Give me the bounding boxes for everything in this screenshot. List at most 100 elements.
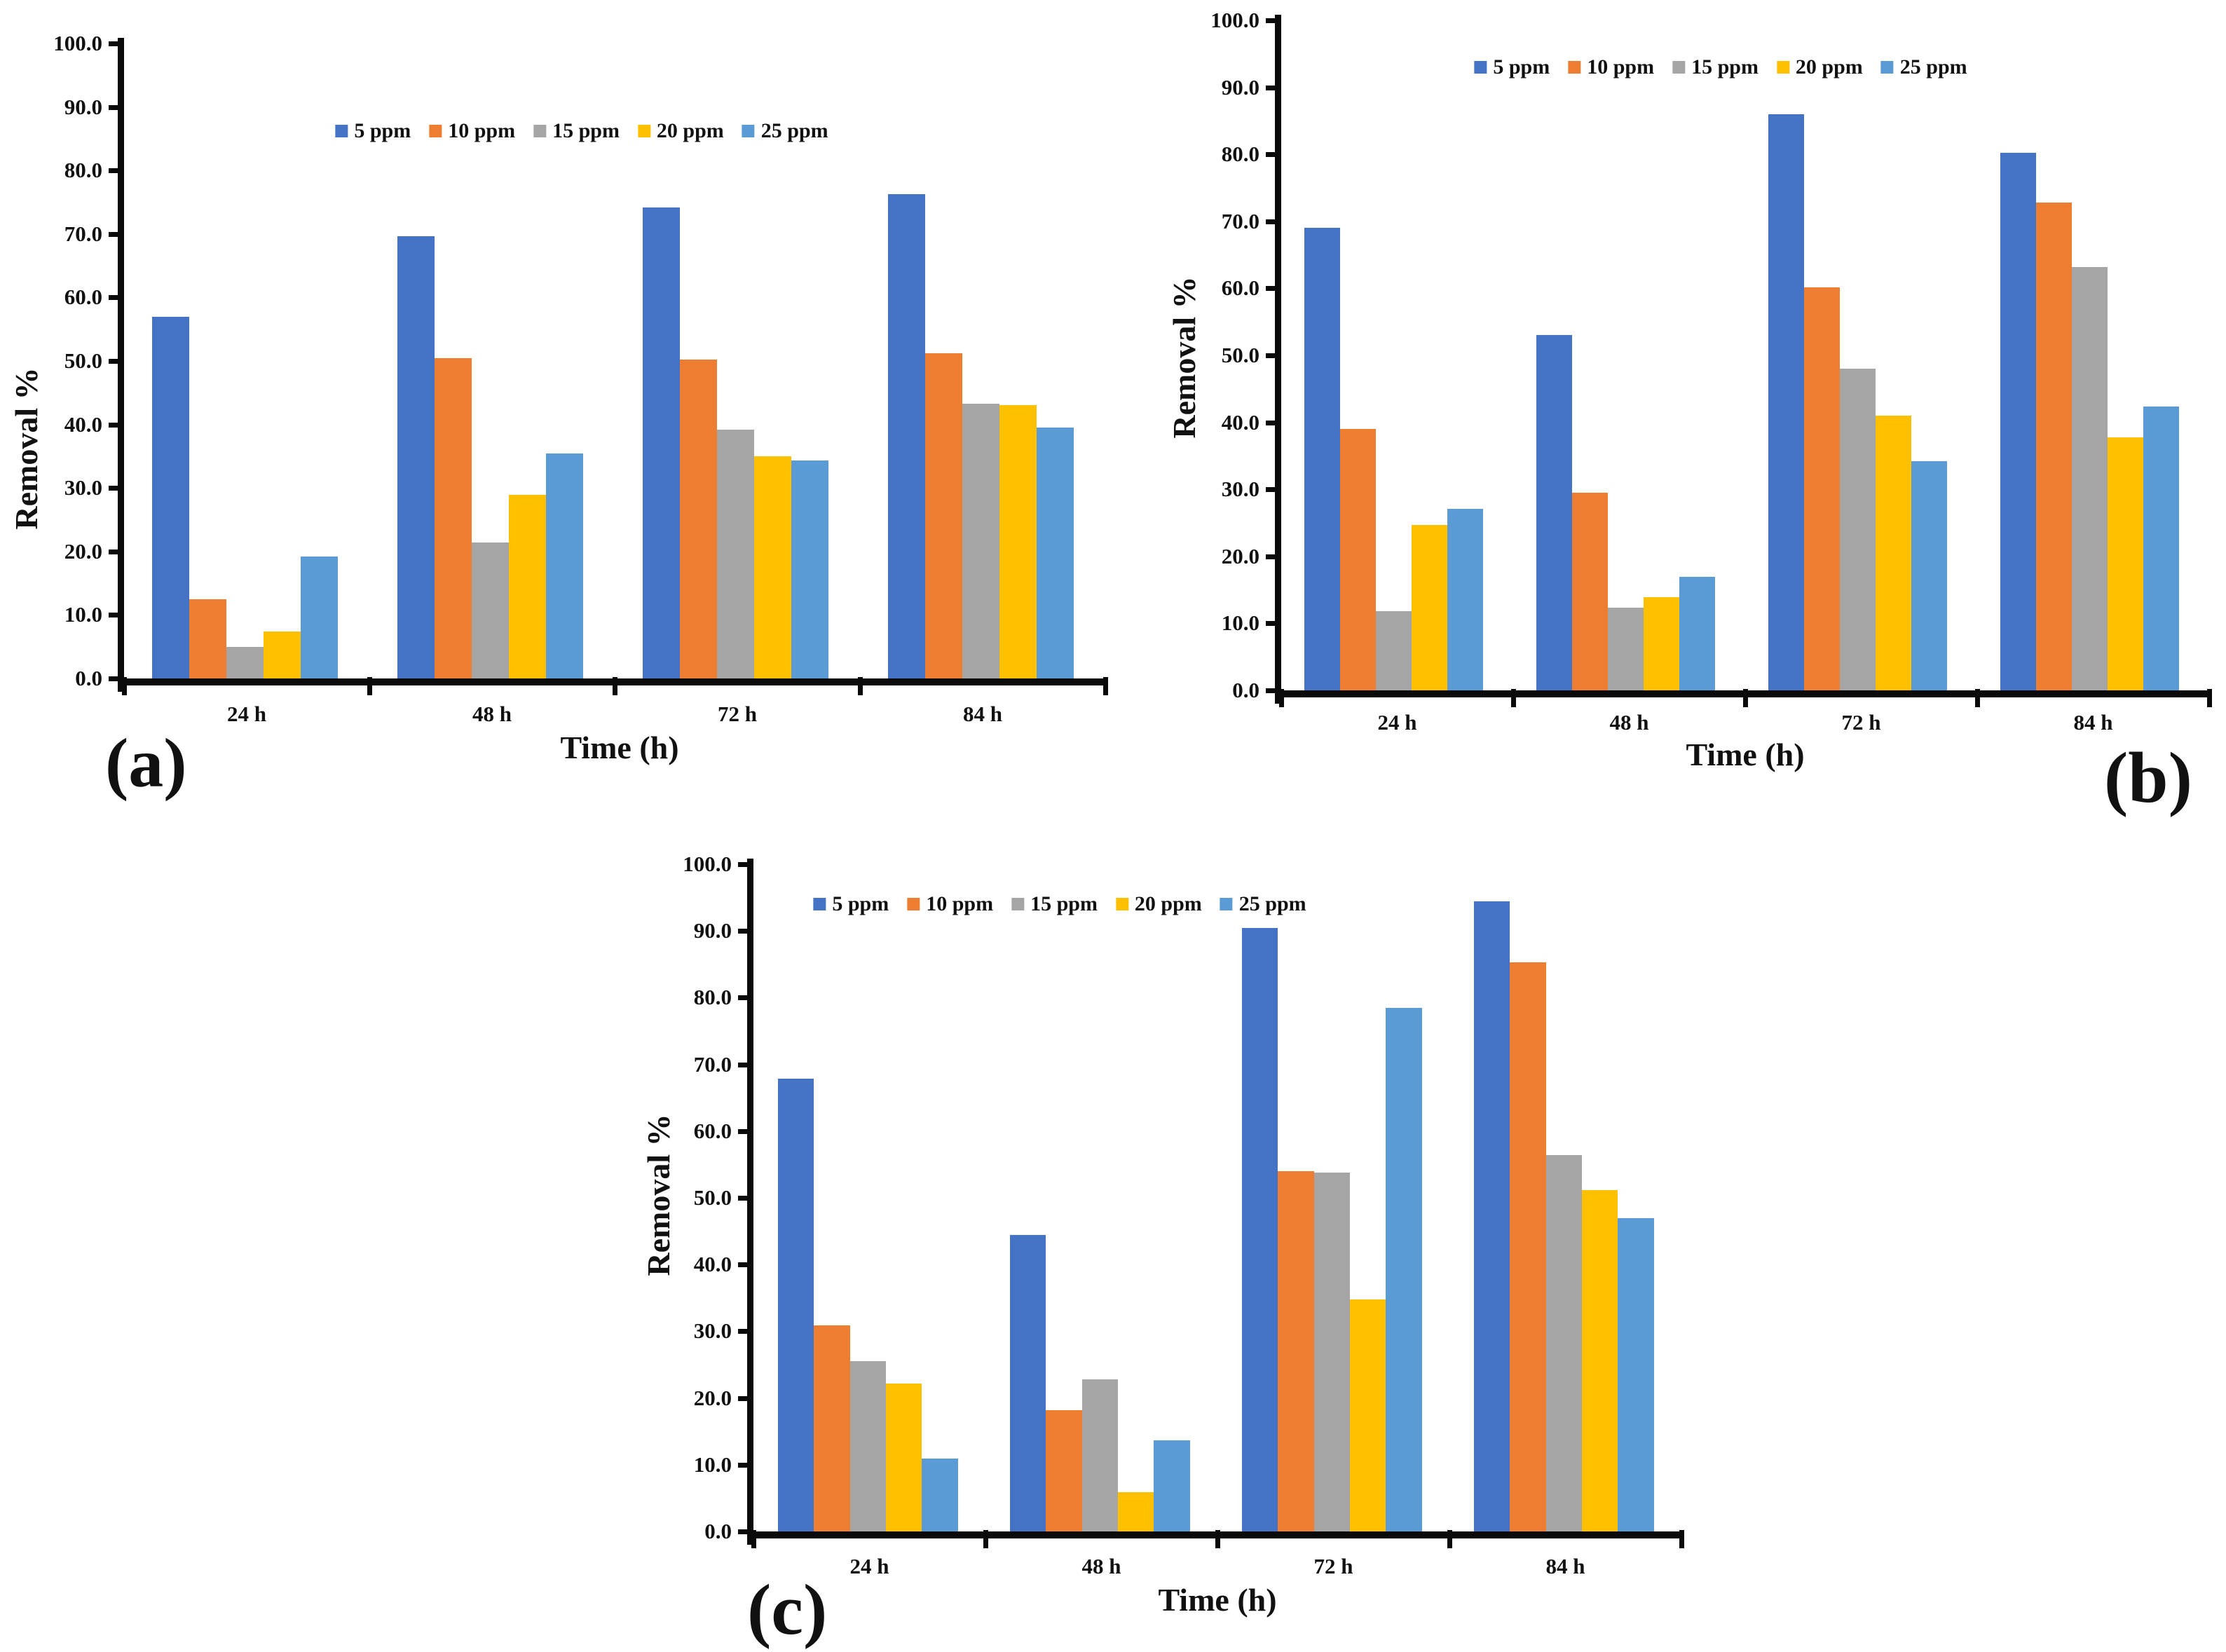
legend-label: 25 ppm xyxy=(1899,55,1967,78)
y-tick xyxy=(109,41,118,46)
bar-10ppm-48h xyxy=(1046,1409,1082,1531)
legend-label: 25 ppm xyxy=(760,119,828,142)
y-tick-label: 70.0 xyxy=(1221,208,1259,233)
legend-item-15ppm: 15 ppm xyxy=(1672,55,1759,79)
x-category-label: 84 h xyxy=(2073,710,2113,735)
y-tick-label: 70.0 xyxy=(693,1051,732,1077)
bar-15ppm-24h xyxy=(849,1361,886,1531)
bar-15ppm-48h xyxy=(471,542,509,678)
panel-label-a: (a) xyxy=(105,724,187,802)
legend: 5 ppm 10 ppm 15 ppm 20 ppm 25 ppm xyxy=(1474,55,1967,79)
x-tick xyxy=(1447,1530,1452,1548)
bar-20ppm-48h xyxy=(1644,597,1679,690)
x-category-label: 24 h xyxy=(1377,710,1417,735)
legend-item-5ppm: 5 ppm xyxy=(1474,55,1550,79)
y-tick-label: 60.0 xyxy=(64,285,102,310)
legend-label: 5 ppm xyxy=(832,892,889,915)
x-tick xyxy=(122,677,127,695)
bar-5ppm-48h xyxy=(1010,1235,1046,1531)
legend-item-15ppm: 15 ppm xyxy=(1011,892,1098,916)
y-tick-label: 100.0 xyxy=(53,31,102,55)
bar-25ppm-24h xyxy=(301,557,338,678)
bar-20ppm-84h xyxy=(2108,437,2143,690)
legend-item-20ppm: 20 ppm xyxy=(1115,892,1202,916)
y-axis-line xyxy=(118,38,124,692)
bar-15ppm-48h xyxy=(1081,1379,1118,1531)
y-axis-line xyxy=(747,859,753,1545)
legend-swatch-icon xyxy=(1880,61,1894,74)
bar-10ppm-72h xyxy=(1278,1170,1314,1531)
legend-label: 10 ppm xyxy=(448,119,516,142)
x-category-label: 72 h xyxy=(1841,710,1881,735)
bar-25ppm-48h xyxy=(546,453,583,678)
legend-item-15ppm: 15 ppm xyxy=(533,119,620,143)
y-tick-label: 80.0 xyxy=(693,985,732,1010)
x-axis-line xyxy=(1275,690,2209,697)
bar-25ppm-48h xyxy=(1154,1440,1190,1531)
legend-swatch-icon xyxy=(637,125,650,137)
bar-10ppm-84h xyxy=(2036,203,2073,690)
legend-swatch-icon xyxy=(335,125,348,137)
y-tick xyxy=(109,422,118,428)
y-tick xyxy=(109,295,118,301)
y-tick-label: 20.0 xyxy=(64,538,102,564)
y-tick-label: 0.0 xyxy=(75,666,102,690)
panel-label-b: (b) xyxy=(2104,738,2192,818)
y-tick-label: 0.0 xyxy=(1232,678,1259,702)
y-tick-label: 40.0 xyxy=(1221,409,1259,435)
bar-20ppm-48h xyxy=(509,495,546,678)
y-tick xyxy=(1266,688,1275,693)
y-tick-label: 20.0 xyxy=(1221,543,1259,568)
y-tick xyxy=(1266,18,1275,23)
x-category-label: 48 h xyxy=(1081,1554,1121,1578)
bar-15ppm-24h xyxy=(226,646,264,678)
x-category-label: 72 h xyxy=(718,702,757,726)
x-axis-line xyxy=(118,678,1105,685)
y-tick-label: 40.0 xyxy=(64,411,102,437)
bar-15ppm-84h xyxy=(962,403,999,678)
legend-item-25ppm: 25 ppm xyxy=(742,119,828,143)
y-tick xyxy=(1266,420,1275,425)
legend-label: 15 ppm xyxy=(1691,55,1759,78)
legend-swatch-icon xyxy=(1220,898,1233,910)
x-tick xyxy=(1679,1530,1684,1548)
bar-25ppm-72h xyxy=(1911,461,1947,690)
y-tick-label: 30.0 xyxy=(693,1318,732,1344)
y-tick-label: 20.0 xyxy=(693,1385,732,1410)
y-tick xyxy=(109,549,118,554)
bar-15ppm-72h xyxy=(1840,369,1876,690)
bar-20ppm-24h xyxy=(886,1383,922,1531)
bar-15ppm-72h xyxy=(716,429,754,678)
legend-swatch-icon xyxy=(742,125,755,137)
bar-5ppm-48h xyxy=(397,235,435,678)
panel-label-c: (c) xyxy=(747,1570,828,1650)
y-tick-label: 90.0 xyxy=(64,94,102,119)
bar-25ppm-24h xyxy=(922,1459,958,1531)
y-tick xyxy=(738,1196,747,1201)
bar-25ppm-84h xyxy=(1037,428,1074,678)
x-tick xyxy=(1215,1530,1220,1548)
bar-15ppm-84h xyxy=(2072,266,2108,690)
y-tick xyxy=(738,995,747,1001)
x-tick xyxy=(367,677,372,695)
bar-20ppm-48h xyxy=(1118,1491,1154,1531)
legend-item-5ppm: 5 ppm xyxy=(813,892,889,916)
bar-20ppm-24h xyxy=(264,632,301,678)
y-tick xyxy=(109,104,118,110)
bar-25ppm-84h xyxy=(2143,406,2179,690)
y-tick-label: 60.0 xyxy=(693,1118,732,1143)
y-tick xyxy=(1266,487,1275,493)
bar-15ppm-24h xyxy=(1376,611,1412,690)
x-tick xyxy=(983,1530,988,1548)
bar-25ppm-72h xyxy=(791,460,828,678)
bar-15ppm-72h xyxy=(1313,1172,1350,1531)
x-category-label: 72 h xyxy=(1313,1554,1353,1578)
legend: 5 ppm 10 ppm 15 ppm 20 ppm 25 ppm xyxy=(813,892,1306,916)
x-category-label: 24 h xyxy=(849,1554,889,1578)
x-tick xyxy=(2207,689,2212,707)
y-tick xyxy=(738,929,747,934)
x-category-label: 84 h xyxy=(963,702,1002,726)
legend-label: 15 ppm xyxy=(552,119,620,142)
legend-item-10ppm: 10 ppm xyxy=(429,119,515,143)
